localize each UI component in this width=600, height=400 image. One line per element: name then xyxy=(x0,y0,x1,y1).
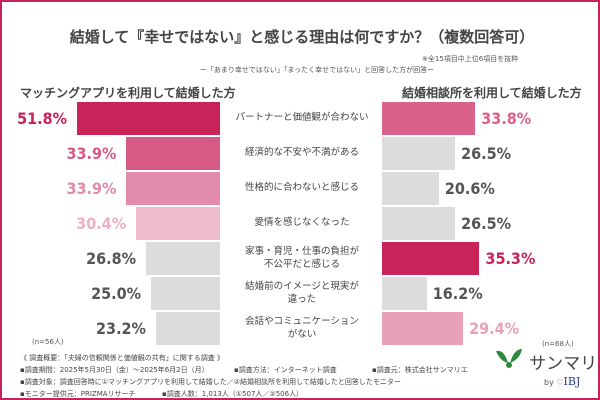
left-bar xyxy=(151,277,220,310)
right-bar xyxy=(382,137,456,170)
right-bar xyxy=(382,102,476,135)
survey-heading: 《 調査概要：「夫婦の信頼関係と価値観の共有」に関する調査 》 xyxy=(20,354,224,362)
left-value-label: 25.0% xyxy=(91,284,141,303)
survey-org: ▪調査元：株式会社サンマリエ xyxy=(372,366,468,374)
right-bar xyxy=(382,207,456,240)
holly-leaf-icon xyxy=(496,349,522,368)
category-label: 性格的に合わないと感じる xyxy=(244,182,359,194)
right-value-label: 26.5% xyxy=(461,214,512,233)
left-value-label: 26.8% xyxy=(86,249,137,268)
left-bar xyxy=(126,137,220,170)
left-bar xyxy=(136,207,220,240)
left-bar xyxy=(146,242,220,275)
survey-provider: ▪モニター提供元：PRIZMAリサーチ xyxy=(20,390,136,398)
left-value-label: 30.4% xyxy=(76,214,127,233)
category-label: 愛情を感じなくなった xyxy=(254,217,350,229)
right-value-label: 20.6% xyxy=(444,179,495,198)
chart-title: 結婚して『幸せではない』と感じる理由は何ですか？（複数回答可） xyxy=(69,28,535,46)
left-value-label: 51.8% xyxy=(17,109,68,128)
chart-note: ※全15項目中上位6項目を抜粋 xyxy=(422,55,519,63)
right-bar xyxy=(382,242,480,275)
category-label: パートナーと価値観が合わない xyxy=(235,112,369,124)
survey-method: ▪調査方法：インターネット調査 xyxy=(234,366,337,374)
left-bar xyxy=(77,102,220,135)
left-bar xyxy=(155,312,220,345)
right-value-label: 16.2% xyxy=(432,284,483,303)
right-value-label: 33.8% xyxy=(481,109,532,128)
chart-subtitle: ー「あまり幸せではない」「まったく幸せではない」と回答した方が回答ー xyxy=(199,66,435,74)
left-value-label: 33.9% xyxy=(66,179,117,198)
right-value-label: 29.4% xyxy=(469,319,520,338)
left-bar xyxy=(126,172,220,205)
survey-target: ▪調査対象：調査回答時に①マッチングアプリを利用して結婚した／②結婚相談所を利用… xyxy=(20,378,401,386)
category-label: 経済的な不安や不満がある xyxy=(244,147,359,159)
left-series-title: マッチングアプリを利用して結婚した方 xyxy=(20,86,236,100)
logo-text: サンマリエ xyxy=(529,354,600,374)
right-bar xyxy=(382,172,439,205)
left-value-label: 23.2% xyxy=(96,319,146,338)
right-value-label: 35.3% xyxy=(485,249,536,268)
right-bar xyxy=(382,277,427,310)
right-value-label: 26.5% xyxy=(461,144,512,163)
logo-by: by xyxy=(544,378,554,387)
right-series-title: 結婚相談所を利用して結婚した方 xyxy=(402,86,582,100)
heart-icon: ♡ xyxy=(556,378,564,387)
left-sample-size: (n=56人) xyxy=(32,338,64,346)
right-bar xyxy=(382,312,464,345)
category-label: 家事・育児・仕事の負担が 不公平だと感じる xyxy=(244,246,359,270)
category-label: 結婚前のイメージと現実が 違った xyxy=(245,281,359,305)
survey-count: ▪調査人数：1,013人（①507人／②506人） xyxy=(162,390,304,398)
left-value-label: 33.9% xyxy=(66,144,117,163)
right-sample-size: (n=68人) xyxy=(542,340,574,348)
survey-period: ▪調査期間：2025年5月30日（金）〜2025年6月2日（月） xyxy=(20,366,209,374)
ibj-brand: IBJ xyxy=(563,375,581,388)
sanmarie-logo: サンマリエ by ♡IBJ xyxy=(494,347,600,388)
category-label: 会話やコミュニケーション がない xyxy=(245,316,359,340)
